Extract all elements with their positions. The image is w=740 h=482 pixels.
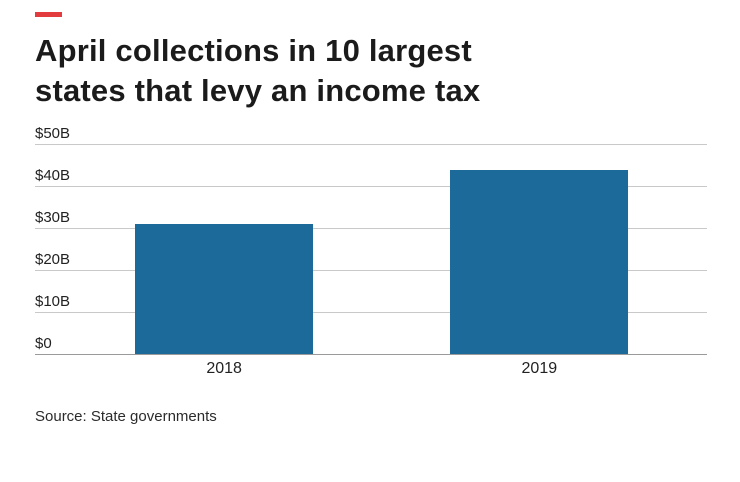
chart-title: April collections in 10 largest states t… bbox=[35, 31, 707, 110]
gridline-30b: $30B bbox=[35, 209, 707, 230]
gridline-0: $0 bbox=[35, 335, 707, 356]
ytick-10b: $10B bbox=[35, 293, 71, 311]
brand-dash bbox=[35, 12, 62, 17]
chart-title-line1: April collections in 10 largest bbox=[35, 33, 472, 68]
x-axis-labels: 2018 2019 bbox=[35, 360, 707, 382]
ytick-50b: $50B bbox=[35, 125, 71, 143]
bar-2019 bbox=[450, 169, 629, 355]
gridline-50b: $50B bbox=[35, 125, 707, 146]
xtick-2019: 2019 bbox=[521, 360, 558, 378]
ytick-20b: $20B bbox=[35, 251, 71, 269]
xtick-2018: 2018 bbox=[206, 360, 242, 378]
ytick-30b: $30B bbox=[35, 209, 71, 227]
source-note: Source: State governments bbox=[35, 408, 217, 426]
bar-2018 bbox=[135, 224, 314, 355]
plot-area: $50B $40B $30B $20B $10B $0 bbox=[35, 125, 707, 356]
gridline-40b: $40B bbox=[35, 167, 707, 188]
chart-title-line2: states that levy an income tax bbox=[35, 72, 481, 108]
ytick-0: $0 bbox=[35, 335, 52, 353]
ytick-40b: $40B bbox=[35, 167, 71, 185]
gridline-10b: $10B bbox=[35, 293, 707, 314]
gridline-20b: $20B bbox=[35, 251, 707, 272]
